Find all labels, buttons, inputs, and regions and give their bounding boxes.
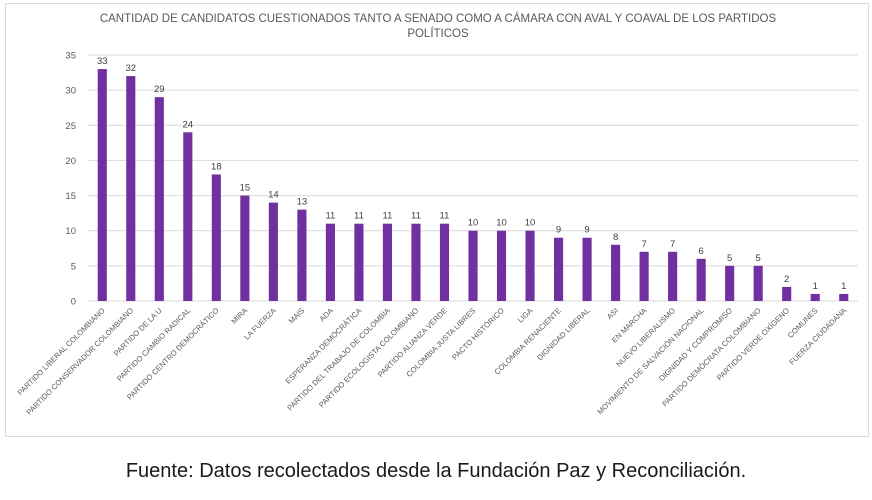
bar xyxy=(354,223,364,301)
bar xyxy=(553,237,564,301)
y-tick-label: 0 xyxy=(71,297,76,308)
category-label: DIGNIDAD LIBERAL xyxy=(535,306,591,362)
bar xyxy=(97,69,107,301)
y-tick-label: 25 xyxy=(65,121,76,132)
data-label: 14 xyxy=(268,190,279,201)
data-label: 15 xyxy=(240,183,251,194)
data-label: 11 xyxy=(411,211,421,222)
bar xyxy=(211,174,221,301)
data-label: 10 xyxy=(496,218,507,229)
bar xyxy=(782,286,792,301)
category-label: PARTIDO CONSERVADOR COLOMBIANO xyxy=(24,306,135,417)
bar xyxy=(639,251,649,301)
bar xyxy=(382,223,393,301)
category-label: LIGA xyxy=(516,305,535,324)
data-label: 11 xyxy=(325,211,335,222)
y-tick-label: 20 xyxy=(65,156,76,167)
data-label: 9 xyxy=(584,225,589,236)
data-label: 11 xyxy=(354,211,364,222)
data-label: 10 xyxy=(468,218,479,229)
category-label: ADA xyxy=(317,305,335,323)
data-label: 9 xyxy=(556,225,561,236)
bar xyxy=(496,230,507,301)
y-tick-label: 10 xyxy=(65,226,76,237)
bar xyxy=(411,223,421,301)
bar xyxy=(126,76,136,301)
chart-title-line-2: POLÍTICOS xyxy=(407,27,469,40)
data-label: 13 xyxy=(297,197,308,208)
bar xyxy=(839,293,849,301)
category-label: PARTIDO DE LA U xyxy=(112,306,164,358)
bar xyxy=(668,251,678,301)
bar-chart: CANTIDAD DE CANDIDATOS CUESTIONADOS TANT… xyxy=(16,12,858,417)
bar xyxy=(753,265,763,301)
data-label: 11 xyxy=(383,211,393,222)
source-note: Fuente: Datos recolectados desde la Fund… xyxy=(125,460,747,482)
bar xyxy=(611,244,621,301)
data-label: 18 xyxy=(211,161,222,172)
data-label: 32 xyxy=(125,63,136,74)
bar xyxy=(696,258,706,301)
data-label: 29 xyxy=(154,84,165,95)
bar xyxy=(582,237,592,301)
data-label: 1 xyxy=(813,281,818,292)
bar xyxy=(439,223,450,301)
category-label: MOVIMIENTO DE SALVACIÓN NACIONAL xyxy=(595,306,705,416)
data-label: 24 xyxy=(183,119,194,130)
bar xyxy=(183,132,193,301)
category-label: MAIS xyxy=(287,306,307,326)
data-label: 10 xyxy=(525,218,536,229)
bar xyxy=(810,293,820,301)
category-label: PARTIDO DEL TRABAJO DE COLOMBIA xyxy=(285,305,392,412)
bars xyxy=(97,69,849,302)
y-tick-label: 5 xyxy=(71,261,76,272)
y-tick-label: 15 xyxy=(65,191,76,202)
category-label: PACTO HISTÓRICO xyxy=(450,306,506,362)
bar xyxy=(468,230,478,301)
bar xyxy=(240,195,250,301)
data-label: 8 xyxy=(613,232,618,243)
data-label: 5 xyxy=(756,253,761,264)
category-label: MIRA xyxy=(229,305,249,325)
bar xyxy=(525,230,535,301)
data-label: 33 xyxy=(97,56,108,67)
bar xyxy=(325,223,335,301)
data-label: 1 xyxy=(841,281,846,292)
bar xyxy=(268,202,278,301)
y-tick-label: 35 xyxy=(65,51,76,62)
bar xyxy=(154,97,164,302)
data-label: 7 xyxy=(670,239,675,250)
data-label: 11 xyxy=(440,211,450,222)
bar xyxy=(297,209,307,301)
bar xyxy=(725,265,735,301)
data-label: 5 xyxy=(727,253,732,264)
y-tick-label: 30 xyxy=(65,86,76,97)
data-label: 6 xyxy=(698,246,703,257)
chart-frame: CANTIDAD DE CANDIDATOS CUESTIONADOS TANT… xyxy=(5,3,869,437)
category-label: FUERZA CIUDADANA xyxy=(787,305,848,366)
chart-title-line-1: CANTIDAD DE CANDIDATOS CUESTIONADOS TANT… xyxy=(100,12,777,25)
category-label: ASI xyxy=(605,306,620,321)
data-label: 7 xyxy=(641,239,646,250)
data-label: 2 xyxy=(784,274,789,285)
